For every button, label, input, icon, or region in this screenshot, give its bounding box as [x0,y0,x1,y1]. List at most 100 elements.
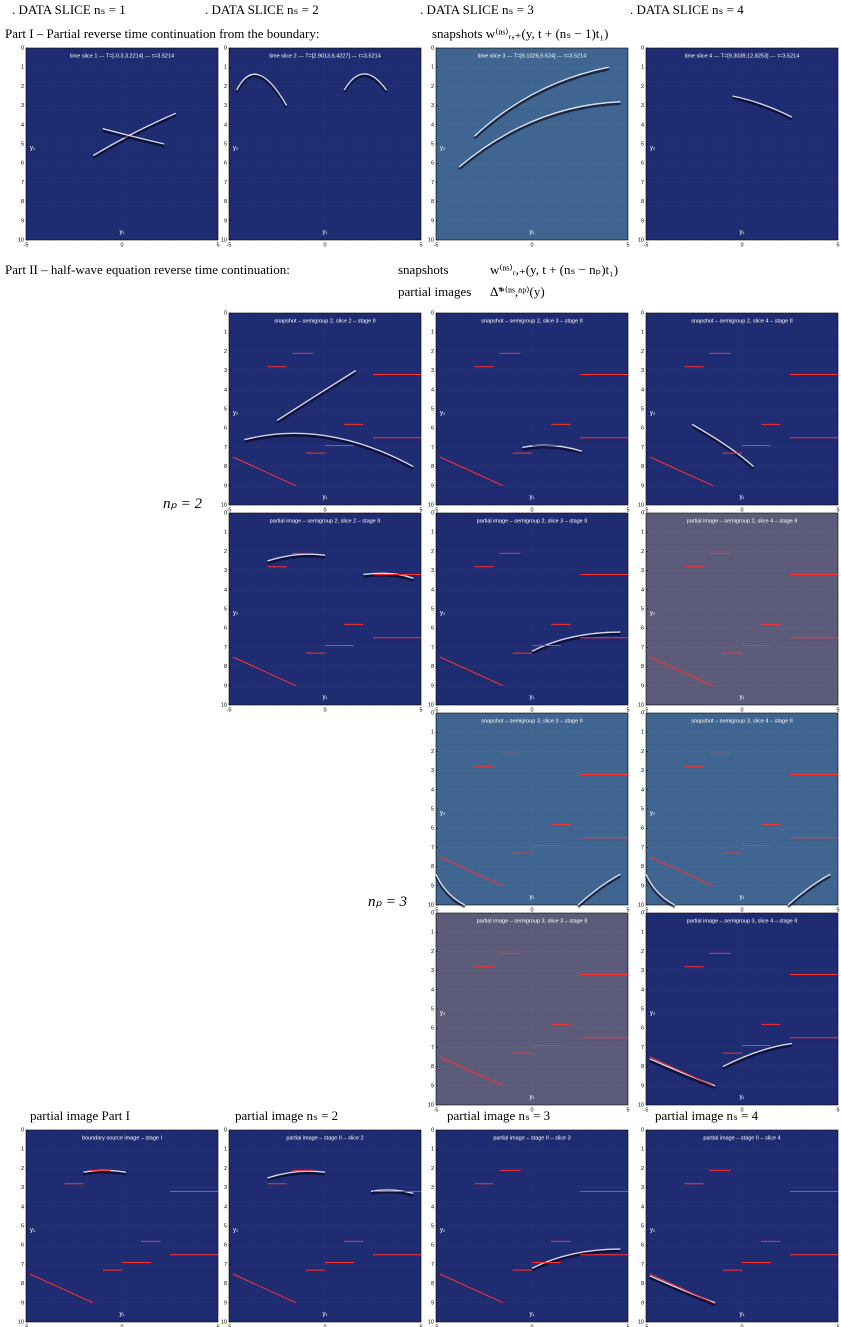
y-tick-label: 4 [431,122,434,128]
y-tick-label: 1 [431,530,434,536]
y-tick-label: 9 [224,1300,227,1306]
y-tick-label: 1 [431,330,434,336]
y-axis-label: y₂ [30,1227,36,1233]
wavefront-shadow [266,1171,326,1182]
reflector [649,856,714,887]
y-axis-label: y₂ [650,1010,656,1016]
y-tick-label: 6 [224,1243,227,1249]
part-label: Part I – Partial reverse time continuati… [5,26,319,41]
x-axis-label: y₁ [322,230,327,236]
panel: 0 1 2 3 4 5 6 7 8 9 10-5 0 5 boundary source image – … [18,1127,220,1327]
y-tick-label: 5 [21,141,24,147]
y-tick-label: 9 [431,483,434,489]
wavefront [458,101,621,168]
wavefront-shadow [83,1171,127,1176]
y-tick-label: 3 [641,568,644,574]
panel-image [228,312,422,506]
y-tick-label: 7 [224,645,227,651]
column-header: . DATA SLICE nₛ = 3 [420,2,534,17]
caption: snapshots [398,262,449,277]
y-axis-label: y₂ [233,1227,239,1233]
x-tick-label: -5 [434,907,439,913]
y-tick-label: 8 [431,664,434,670]
x-tick-label: 5 [419,242,422,248]
y-tick-label: 5 [641,606,644,612]
wavefront [276,370,357,422]
y-tick-label: 9 [431,1300,434,1306]
y-axis-label: y₂ [440,1227,446,1233]
y-tick-label: 8 [224,1281,227,1287]
y-tick-label: 5 [224,606,227,612]
wavefront [531,631,621,652]
y-tick-label: 2 [431,84,434,90]
panel-title: partial image – semigroup 2, slice 2 – s… [270,518,381,524]
y-tick-label: 2 [224,549,227,555]
y-tick-label: 4 [431,1204,434,1210]
panel-title: partial image – semigroup 3, slice 3 – s… [477,918,588,924]
x-tick-label: 5 [419,507,422,513]
y-tick-label: 4 [431,787,434,793]
y-tick-label: 7 [224,180,227,186]
y-tick-label: 3 [431,568,434,574]
y-tick-label: 1 [431,730,434,736]
x-tick-label: 5 [836,1107,839,1113]
wavefront-shadow [370,1190,414,1197]
x-axis-label: y₁ [322,1312,327,1318]
y-tick-label: 9 [641,483,644,489]
y-tick-label: 6 [431,161,434,167]
y-tick-label: 10 [638,702,644,708]
y-tick-label: 6 [641,1243,644,1249]
reflector [649,1056,714,1087]
x-tick-label: -5 [434,1324,439,1327]
y-tick-label: 7 [224,1262,227,1268]
y-tick-label: 9 [641,883,644,889]
wavefront [92,112,177,157]
x-tick-label: 5 [626,1107,629,1113]
y-tick-label: 9 [641,683,644,689]
y-tick-label: 7 [431,1262,434,1268]
x-tick-label: 0 [530,1107,533,1113]
panel: 0 1 2 3 4 5 6 7 8 9 10-5 0 5 time slice 2 --- T=[2.90… [221,45,423,248]
x-tick-label: -5 [644,907,649,913]
wavefront-shadow [473,67,610,140]
wavefront [577,873,621,906]
y-tick-label: 1 [641,730,644,736]
x-tick-label: 0 [530,507,533,513]
y-tick-label: 7 [431,180,434,186]
x-tick-label: 0 [323,242,326,248]
panel-image [435,512,629,706]
y-axis-label: y₂ [30,145,36,151]
x-tick-label: 5 [836,1324,839,1327]
y-tick-label: 1 [224,330,227,336]
y-tick-label: 7 [431,445,434,451]
y-tick-label: 8 [21,1281,24,1287]
reflector [232,656,297,687]
y-tick-label: 4 [641,387,644,393]
y-tick-label: 9 [431,683,434,689]
y-tick-label: 8 [641,864,644,870]
y-tick-label: 5 [431,1223,434,1229]
part-label: Part II – half-wave equation reverse tim… [5,262,290,277]
y-tick-label: 7 [431,845,434,851]
y-tick-label: 7 [641,180,644,186]
x-axis-label: y₁ [529,1312,534,1318]
wavefront-shadow [787,875,831,908]
y-tick-label: 7 [641,845,644,851]
y-tick-label: 0 [21,45,24,51]
y-tick-label: 4 [641,987,644,993]
y-tick-label: 4 [224,1204,227,1210]
y-tick-label: 8 [431,864,434,870]
y-tick-label: 10 [18,1319,24,1325]
wavefront-shadow [458,102,621,171]
panel-image [435,712,629,906]
y-tick-label: 7 [641,1045,644,1051]
y-tick-label: 3 [431,768,434,774]
wavefront-shadow [244,433,414,470]
reflector [439,1056,504,1087]
y-tick-label: 2 [21,1166,24,1172]
y-tick-label: 2 [224,84,227,90]
y-tick-label: 1 [641,930,644,936]
column-header: . DATA SLICE nₛ = 1 [12,2,126,17]
y-tick-label: 9 [641,218,644,224]
